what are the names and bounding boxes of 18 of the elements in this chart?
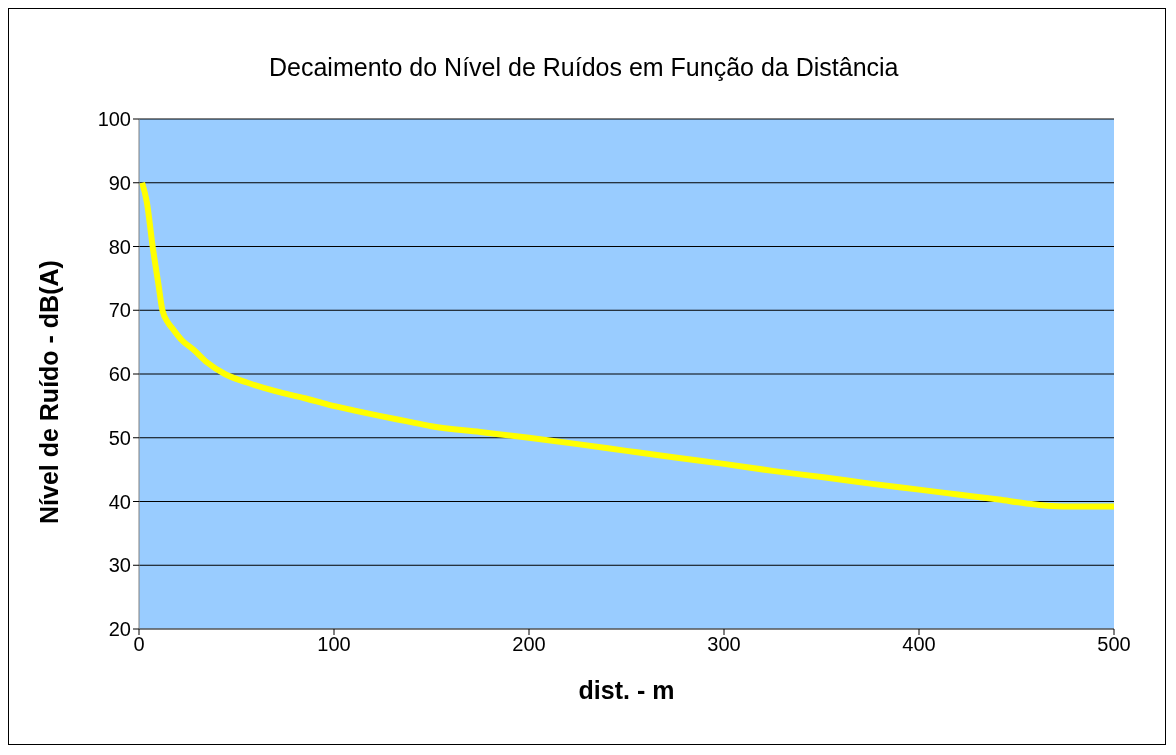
x-axis-title: dist. - m [578, 676, 675, 704]
y-tick-label: 30 [108, 554, 131, 577]
x-tick-label: 500 [1097, 633, 1131, 656]
y-axis-title: Nível de Ruído - dB(A) [34, 260, 63, 524]
y-tick-label: 60 [108, 363, 131, 386]
x-tick-label: 0 [133, 633, 145, 656]
x-tick-label: 400 [902, 633, 936, 656]
y-tick-label: 40 [108, 490, 131, 513]
chart-title: Decaimento do Nível de Ruídos em Função da Distância [269, 53, 899, 82]
y-tick-label: 80 [108, 235, 131, 258]
x-tick-label: 100 [317, 633, 351, 656]
y-tick-label: 100 [97, 108, 131, 131]
x-tick-label: 300 [707, 633, 741, 656]
x-tick-label: 200 [512, 633, 546, 656]
y-tick-label: 90 [108, 171, 131, 194]
y-tick-label: 70 [108, 299, 131, 322]
y-tick-label: 20 [108, 618, 131, 641]
y-tick-label: 50 [108, 426, 131, 449]
